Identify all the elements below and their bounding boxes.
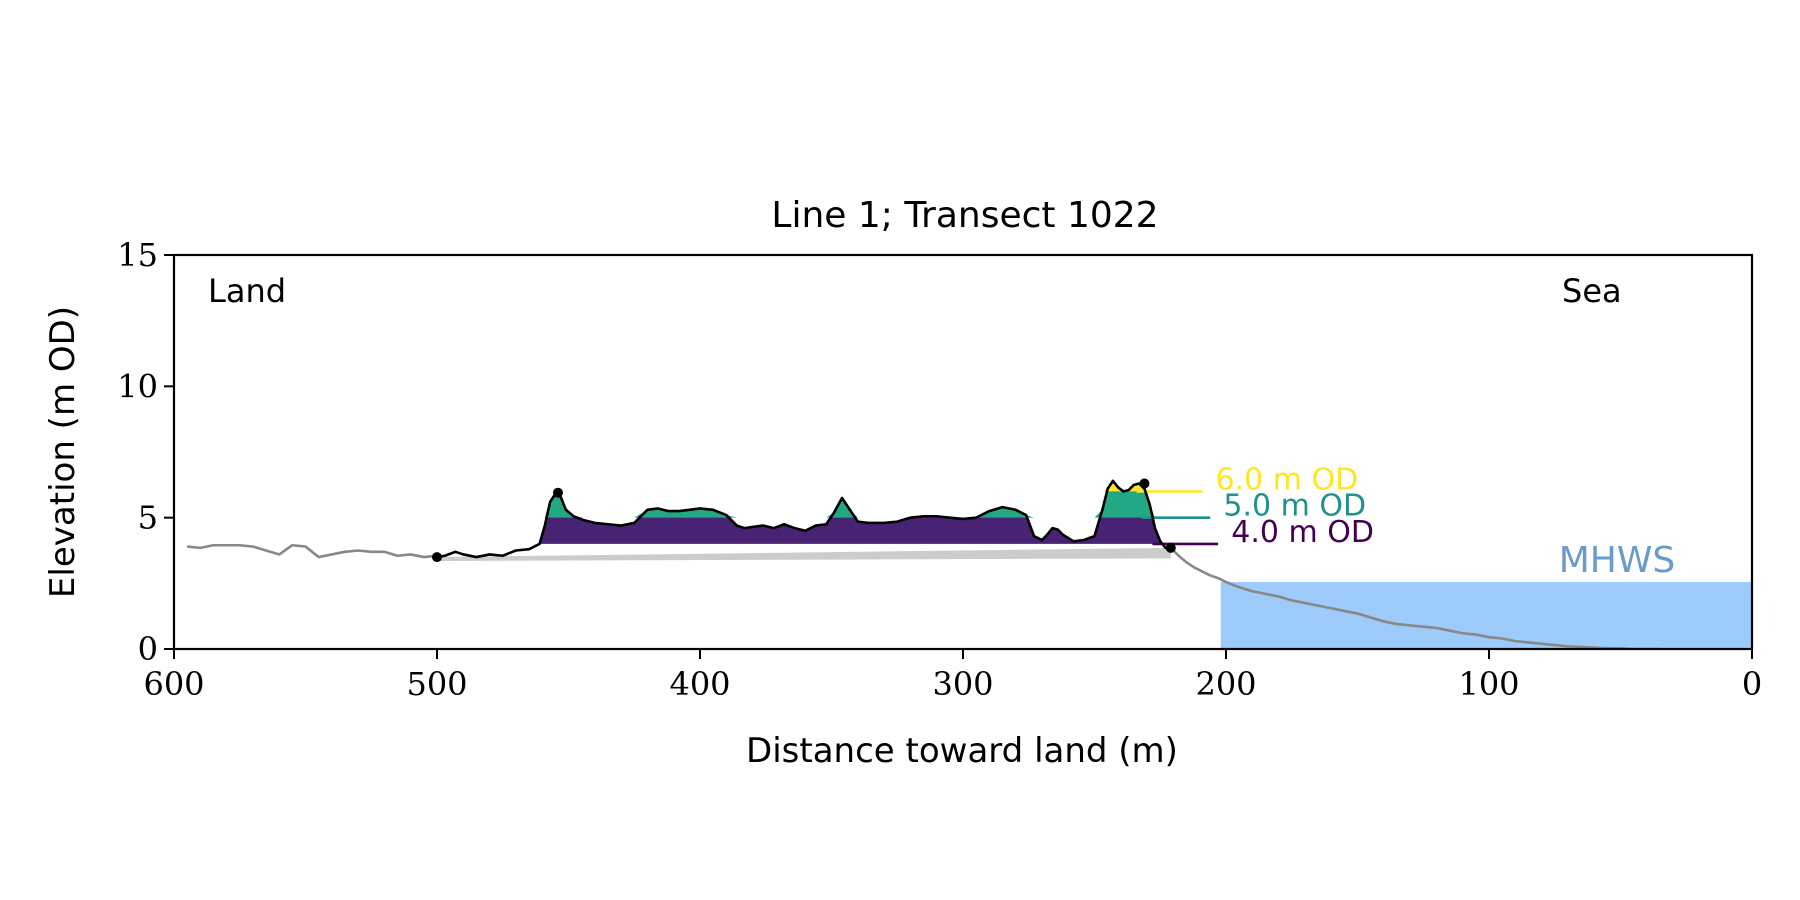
y-tick-label: 10: [117, 367, 158, 405]
sea-label: Sea: [1562, 272, 1622, 310]
x-tick-label: 400: [669, 665, 730, 703]
x-tick-label: 300: [932, 665, 993, 703]
level-label-5-0: 5.0 m OD: [1223, 489, 1366, 524]
black-profile-line: [436, 479, 1171, 559]
volume-fill-4-0: [437, 480, 1171, 544]
y-axis-label: Elevation (m OD): [43, 306, 83, 598]
x-tick-label: 0: [1742, 665, 1762, 703]
level-label-6-0: 6.0 m OD: [1215, 462, 1358, 497]
profile-marker-2: [552, 487, 563, 498]
profile-marker-1: [432, 552, 442, 563]
x-tick-label: 500: [406, 665, 467, 703]
grey-profile-line-2: [1169, 546, 1660, 649]
y-tick-label: 0: [138, 630, 158, 668]
mhws-label: MHWS: [1559, 540, 1676, 581]
profile-marker-4: [1165, 542, 1176, 553]
x-tick-label: 100: [1458, 665, 1519, 703]
x-tick-label: 600: [143, 665, 204, 703]
y-tick-label: 15: [117, 236, 158, 274]
plot-area: [187, 479, 1752, 649]
x-tick-label: 200: [1195, 665, 1256, 703]
x-axis-label: Distance toward land (m): [746, 731, 1178, 771]
chart-title: Line 1; Transect 1022: [771, 195, 1158, 236]
land-label: Land: [208, 272, 286, 310]
profile-marker-3: [1139, 478, 1150, 489]
volume-fill-6-0: [437, 480, 1171, 492]
y-axis-ticks: 0 5 10 15: [117, 236, 174, 668]
x-axis-ticks: 600 500 400 300 200 100 0: [143, 649, 1762, 703]
grey-wedge: [437, 547, 1171, 562]
level-label-4-0: 4.0 m OD: [1231, 515, 1374, 550]
grey-profile-line-1: [187, 543, 438, 559]
mhws-water-area: [1220, 582, 1752, 649]
y-tick-label: 5: [138, 499, 158, 537]
